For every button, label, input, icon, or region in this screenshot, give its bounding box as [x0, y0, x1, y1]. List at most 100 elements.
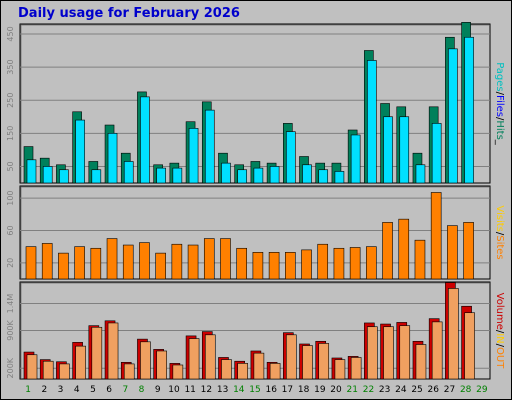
- day-label: 12: [201, 385, 212, 395]
- files-bar: [448, 48, 458, 184]
- volume-out-bar: [26, 354, 38, 380]
- volume-out-bar: [75, 345, 86, 380]
- visits-bar: [333, 247, 345, 280]
- volume-out-bar: [156, 350, 167, 380]
- day-label: 7: [122, 385, 128, 395]
- visits-bar: [366, 246, 377, 280]
- day-label: 20: [330, 385, 342, 395]
- files-bar: [431, 123, 442, 184]
- files-bar: [172, 167, 183, 184]
- volume-out-bar: [269, 363, 281, 380]
- day-label: 21: [347, 385, 358, 395]
- volume-out-bar: [91, 326, 103, 380]
- visits-tick-label: 100: [6, 190, 15, 205]
- day-label: 13: [217, 385, 228, 395]
- visits-bar: [430, 192, 442, 280]
- files-bar: [123, 161, 134, 184]
- day-label: 29: [476, 385, 488, 395]
- visits-bar: [41, 243, 53, 280]
- day-label: 8: [139, 385, 145, 395]
- legend-middle-part: /: [494, 232, 505, 236]
- hits-tick-label: 50: [6, 161, 15, 171]
- visits-bar: [414, 239, 426, 280]
- files-bar: [464, 36, 474, 184]
- volume-out-bar: [188, 338, 200, 380]
- visits-bar: [447, 225, 458, 280]
- volume-out-bar: [350, 357, 362, 380]
- volume-out-bar: [464, 312, 475, 380]
- volume-out-bar: [367, 326, 378, 380]
- files-bar: [26, 159, 37, 184]
- day-label: 1: [25, 385, 31, 395]
- day-label: 22: [363, 385, 374, 395]
- files-bar: [334, 171, 345, 184]
- files-bar: [302, 164, 312, 184]
- volume-out-bar: [415, 344, 427, 380]
- day-label: 4: [74, 385, 80, 395]
- legend-bottom-part: IN: [494, 333, 505, 343]
- legend-top-part: Files: [494, 95, 505, 117]
- day-label: 3: [58, 385, 64, 395]
- visits-bar: [122, 244, 134, 280]
- legend-top-part: /: [494, 117, 505, 121]
- volume-out-bar: [59, 363, 70, 380]
- day-label: 9: [155, 385, 161, 395]
- day-label: 6: [106, 385, 112, 395]
- visits-bar: [317, 243, 329, 280]
- day-label: 15: [249, 385, 260, 395]
- volume-out-bar: [172, 364, 184, 380]
- files-bar: [383, 116, 393, 184]
- volume-out-bar: [334, 359, 346, 380]
- day-label: 2: [41, 385, 47, 395]
- visits-bar: [25, 246, 37, 280]
- visits-bar: [236, 247, 247, 280]
- visits-bar: [252, 252, 264, 280]
- visits-bar: [187, 244, 199, 280]
- legend-top-part: Hits: [494, 120, 505, 139]
- volume-out-bar: [431, 321, 443, 380]
- legend-bottom-part: /: [494, 344, 505, 348]
- files-bar: [367, 60, 377, 184]
- hits-tick-label: 350: [6, 59, 15, 74]
- volume-out-bar: [221, 359, 232, 380]
- volume-out-bar: [237, 363, 248, 380]
- visits-bar: [349, 247, 361, 280]
- visits-bar: [382, 222, 393, 280]
- visits-bar: [74, 246, 85, 280]
- visits-bar: [220, 238, 231, 280]
- volume-out-bar: [318, 343, 330, 380]
- volume-out-bar: [286, 334, 297, 380]
- hits-tick-label: 250: [6, 93, 15, 108]
- legend-middle-part: Sites: [494, 235, 505, 259]
- files-bar: [253, 167, 264, 184]
- files-bar: [107, 133, 118, 184]
- volume-out-bar: [448, 288, 459, 380]
- day-label: 10: [168, 385, 180, 395]
- visits-bar: [139, 242, 150, 280]
- volume-out-bar: [140, 341, 151, 380]
- visits-tick-label: 20: [6, 258, 15, 268]
- visits-bar: [268, 252, 280, 280]
- volume-out-bar: [302, 345, 313, 380]
- day-label: 23: [379, 385, 390, 395]
- visits-bar: [106, 238, 118, 280]
- day-label: 16: [265, 385, 277, 395]
- volume-out-bar: [107, 322, 119, 380]
- volume-out-bar: [253, 352, 265, 380]
- legend-top-part: _: [494, 139, 505, 146]
- volume-out-bar: [42, 360, 54, 380]
- volume-out-bar: [123, 363, 135, 380]
- legend-bottom-part: /: [494, 330, 505, 334]
- day-label: 24: [395, 385, 407, 395]
- day-label: 5: [90, 385, 96, 395]
- day-label: 17: [282, 385, 293, 395]
- volume-tick-label: 900K: [6, 319, 15, 340]
- volume-out-bar: [399, 325, 411, 380]
- visits-bar: [203, 238, 215, 280]
- files-bar: [286, 131, 296, 184]
- visits-bar: [155, 252, 166, 280]
- legend-middle: Visits/Sites: [494, 205, 505, 259]
- hits-tick-label: 150: [6, 126, 15, 141]
- day-label: 18: [298, 385, 310, 395]
